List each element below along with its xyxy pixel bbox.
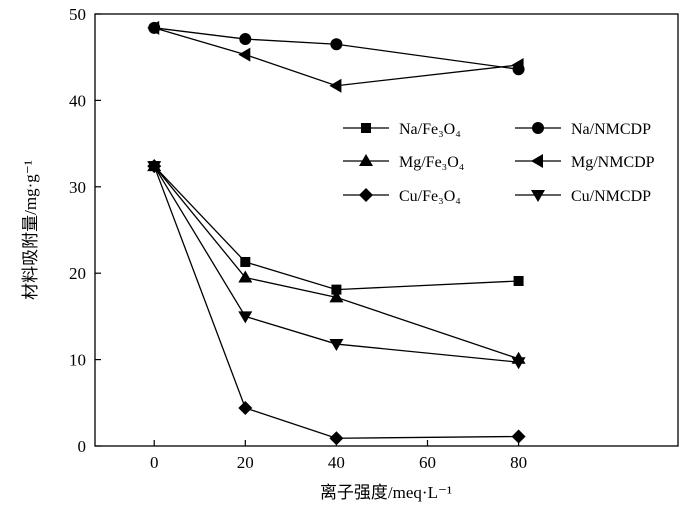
- y-tick-label: 40: [69, 91, 86, 110]
- legend-item: Na/NMCDP: [515, 121, 651, 138]
- y-tick-label: 0: [78, 437, 87, 456]
- legend-label: Cu/Fe₃O₄: [399, 188, 461, 205]
- data-point-triangle-down: [511, 357, 526, 370]
- data-point-triangle-left: [511, 57, 524, 72]
- x-tick-label: 80: [510, 453, 527, 472]
- legend: Na/Fe₃O₄ Na/NMCDP Mg/Fe₃O₄ Mg/NMCDP Cu/Fe₃O₄…: [343, 121, 655, 205]
- legend-marker-square: [361, 123, 371, 133]
- data-point-triangle-left: [329, 78, 342, 93]
- data-point-triangle-down: [329, 339, 344, 352]
- legend-label: Mg/Fe₃O₄: [399, 154, 465, 171]
- data-point-square: [513, 275, 524, 286]
- plot-frame: [94, 13, 679, 447]
- data-point-diamond: [329, 431, 344, 446]
- data-point-diamond: [511, 429, 526, 444]
- legend-item: Mg/NMCDP: [515, 154, 655, 171]
- series-triangle-up: [147, 159, 526, 364]
- data-point-triangle-left: [238, 47, 251, 62]
- legend-item: Cu/NMCDP: [515, 188, 651, 205]
- data-point-diamond: [238, 400, 253, 415]
- legend-marker-diamond: [359, 188, 373, 202]
- x-tick-label: 40: [328, 453, 345, 472]
- legend-marker-triangle-down: [531, 190, 545, 202]
- series-line: [154, 27, 519, 70]
- data-point-triangle-left: [147, 20, 160, 35]
- legend-label: Na/NMCDP: [571, 121, 651, 138]
- x-tick-label: 60: [419, 453, 436, 472]
- series-line: [153, 165, 519, 363]
- series-line: [154, 27, 519, 87]
- data-point-triangle-up: [329, 290, 344, 303]
- y-tick-label: 30: [69, 178, 86, 197]
- x-tick-label: 20: [237, 453, 254, 472]
- y-tick-label: 10: [69, 351, 86, 370]
- legend-marker-triangle-left: [531, 154, 543, 168]
- x-axis-title: 离子强度/meq·L⁻¹: [320, 483, 452, 502]
- legend-label: Mg/NMCDP: [571, 154, 655, 171]
- series-line: [153, 165, 519, 439]
- legend-item: Mg/Fe₃O₄: [343, 154, 465, 171]
- series-line: [153, 165, 519, 291]
- data-point-triangle-down: [147, 161, 162, 174]
- legend-label: Cu/NMCDP: [571, 188, 651, 205]
- series-line: [153, 165, 519, 360]
- data-point-circle: [239, 33, 252, 46]
- series-triangle-down: [147, 161, 526, 370]
- series-circle: [148, 21, 525, 76]
- legend-marker-triangle-up: [359, 154, 373, 166]
- legend-marker-circle: [532, 122, 544, 134]
- legend-item: Cu/Fe₃O₄: [343, 188, 461, 205]
- series-triangle-left: [147, 20, 524, 93]
- axis-ticks: 0 20 40 60 80 0 10 20 30 40 50: [69, 5, 527, 472]
- data-point-triangle-down: [238, 311, 253, 324]
- y-tick-label: 20: [69, 264, 86, 283]
- data-point-circle: [330, 38, 343, 51]
- data-point-square: [331, 284, 342, 295]
- series-diamond: [147, 159, 526, 446]
- data-point-square: [240, 256, 251, 267]
- series-layer: [147, 20, 526, 446]
- legend-label: Na/Fe₃O₄: [399, 121, 461, 138]
- x-tick-label: 0: [150, 453, 159, 472]
- legend-item: Na/Fe₃O₄: [343, 121, 461, 138]
- data-point-triangle-up: [238, 270, 253, 283]
- y-tick-label: 50: [69, 5, 86, 24]
- y-axis-title: 材料吸附量/mg·g⁻¹: [21, 160, 40, 300]
